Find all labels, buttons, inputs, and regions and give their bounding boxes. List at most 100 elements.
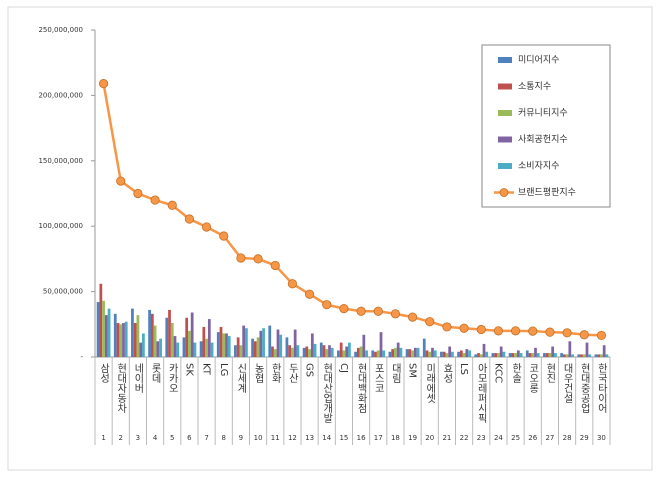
bar <box>285 337 289 357</box>
bar <box>431 347 434 357</box>
bar <box>416 347 420 357</box>
line-marker <box>425 317 435 327</box>
rank-label: 17 <box>374 434 383 442</box>
bar <box>185 317 189 357</box>
bar <box>565 354 569 357</box>
bar <box>156 341 160 357</box>
bar <box>356 347 360 357</box>
rank-label: 12 <box>288 434 297 442</box>
x-tick-label: LS <box>458 363 469 375</box>
bar <box>440 351 443 357</box>
bar <box>477 353 480 357</box>
x-tick-label: 현대산업개발 <box>321 363 333 423</box>
line-marker <box>133 188 143 199</box>
bar <box>543 353 546 357</box>
bar <box>276 329 280 357</box>
bar <box>133 322 137 357</box>
line-marker <box>219 231 229 241</box>
rank-label: 19 <box>408 434 417 442</box>
bar <box>339 342 343 357</box>
y-tick-label: - <box>80 353 83 361</box>
bar <box>348 342 351 357</box>
bar <box>345 346 349 357</box>
bar <box>136 315 140 357</box>
bar <box>362 334 366 357</box>
line-marker <box>339 304 349 314</box>
bar <box>491 353 495 357</box>
line-marker <box>270 260 280 271</box>
bar <box>391 349 395 357</box>
x-tick-label: 현대백화점 <box>355 363 367 413</box>
bar <box>479 354 483 357</box>
x-tick-label: 대림 <box>389 363 401 383</box>
bar <box>122 322 125 357</box>
bar <box>102 300 105 357</box>
bar <box>148 309 151 357</box>
legend-label: 사회공헌지수 <box>518 134 568 145</box>
bar <box>268 325 272 357</box>
bar <box>582 354 586 357</box>
bar <box>142 333 145 357</box>
bar <box>536 353 540 357</box>
x-tick-label: 대우건설 <box>561 363 573 403</box>
line-marker <box>562 328 572 338</box>
rank-label: 26 <box>528 434 537 442</box>
bar <box>511 353 515 357</box>
legend-swatch <box>499 188 509 197</box>
rank-label: 22 <box>460 434 469 442</box>
rank-label: 8 <box>222 434 226 442</box>
x-tick-label: SM <box>407 363 418 378</box>
x-tick-label: 롯데 <box>149 363 161 384</box>
legend-swatch <box>498 163 512 169</box>
bar <box>508 353 512 357</box>
rank-label: 23 <box>477 434 486 442</box>
rank-label: 20 <box>425 434 434 442</box>
line-marker <box>510 326 521 336</box>
bar <box>382 350 386 357</box>
legend-swatch <box>498 136 512 143</box>
line-marker <box>528 326 538 336</box>
bar <box>545 353 549 357</box>
bar <box>560 353 563 357</box>
x-tick-label: 현진 <box>544 363 556 383</box>
bar <box>328 345 331 357</box>
bar <box>113 313 117 357</box>
bar <box>499 346 503 357</box>
x-tick-label: 신세계 <box>235 363 247 394</box>
bar <box>207 319 211 357</box>
bar <box>568 341 572 357</box>
legend-label: 미디어지수 <box>518 55 559 66</box>
bar <box>411 350 414 357</box>
y-tick-label: 250,000,000 <box>38 26 83 34</box>
x-tick-label: 네이버 <box>132 363 144 394</box>
legend-swatch <box>498 83 512 90</box>
bar <box>256 337 260 357</box>
bar <box>388 351 392 357</box>
bar <box>442 351 446 357</box>
bar <box>216 332 220 357</box>
bar <box>188 330 191 357</box>
bar <box>273 349 277 357</box>
bar <box>600 354 603 357</box>
x-tick-label: 아모레퍼시픽 <box>475 363 487 423</box>
bar <box>405 349 409 357</box>
rank-label: 28 <box>563 434 572 442</box>
bar <box>534 347 537 357</box>
bar <box>251 338 254 357</box>
bar <box>291 347 294 357</box>
bar <box>253 341 257 357</box>
x-tick-label: 한국타이어 <box>595 363 607 414</box>
bar <box>319 342 323 357</box>
bar <box>585 342 589 357</box>
bar <box>448 346 452 357</box>
bar <box>139 342 143 357</box>
bar <box>365 350 368 357</box>
bar <box>293 329 297 357</box>
bar <box>354 351 357 357</box>
bar <box>594 354 598 357</box>
bar <box>131 308 134 357</box>
bar <box>551 346 555 357</box>
line-marker <box>167 200 177 210</box>
bar <box>371 350 375 357</box>
line-marker <box>493 326 504 336</box>
